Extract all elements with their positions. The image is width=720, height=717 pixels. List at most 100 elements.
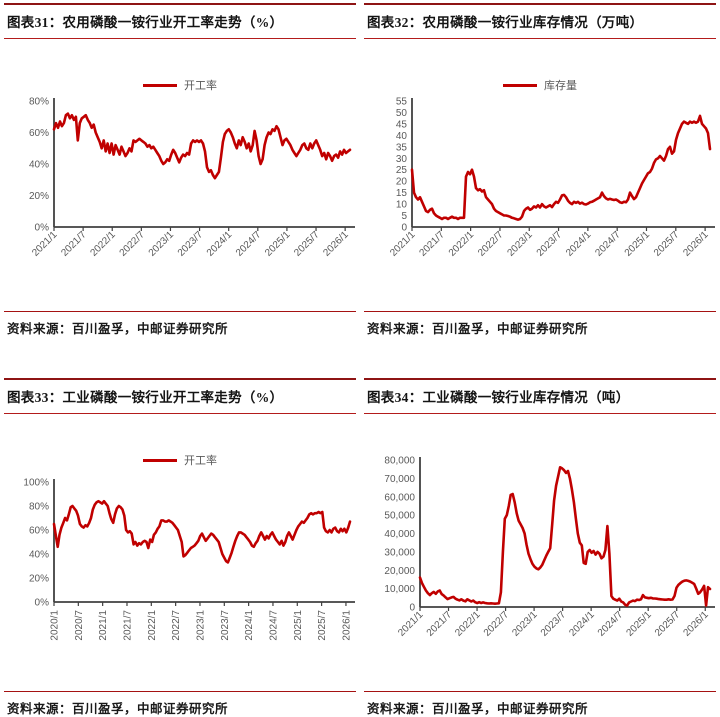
svg-text:10,000: 10,000 (384, 584, 415, 595)
figure-33-title: 图表33：工业磷酸一铵行业开工率走势（%） (7, 390, 284, 405)
figure-32-legend: 库存量 (364, 77, 716, 93)
figure-33-legend: 开工率 (4, 452, 356, 468)
svg-text:2024/1: 2024/1 (567, 609, 597, 639)
figure-32-title-cell: 图表32：农用磷酸一铵行业库存情况（万吨） (364, 3, 716, 39)
figure-31-source-cell: 资料来源：百川盈孚，中邮证券研究所 (4, 311, 356, 378)
figure-34-source: 资料来源：百川盈孚，中邮证券研究所 (367, 702, 589, 716)
svg-text:60,000: 60,000 (384, 492, 415, 503)
figure-title-row-bottom: 图表33：工业磷酸一铵行业开工率走势（%） 图表34：工业磷酸一铵行业库存情况（… (0, 378, 720, 414)
svg-text:2021/7: 2021/7 (59, 229, 89, 259)
svg-text:80,000: 80,000 (384, 456, 415, 467)
svg-text:35: 35 (396, 142, 408, 153)
figure-32-title: 图表32：农用磷酸一铵行业库存情况（万吨） (367, 15, 644, 30)
svg-text:20: 20 (396, 177, 408, 188)
figure-31-plot: 0%20%40%60%80%2021/1 2021/7 2022/1 2022/7 20… (29, 97, 355, 259)
legend-line-swatch (143, 83, 177, 87)
svg-text:2026/1: 2026/1 (321, 229, 351, 259)
svg-text:2021/7: 2021/7 (418, 229, 448, 259)
svg-text:55: 55 (396, 97, 408, 108)
svg-text:2023/1: 2023/1 (147, 229, 177, 259)
svg-text:40%: 40% (29, 550, 49, 561)
svg-text:50: 50 (396, 108, 408, 119)
svg-text:20,000: 20,000 (384, 566, 415, 577)
svg-text:2023/1: 2023/1 (510, 609, 540, 639)
svg-text:2025/1: 2025/1 (263, 229, 293, 259)
figure-33-source-cell: 资料来源：百川盈孚，中邮证券研究所 (4, 691, 356, 717)
svg-text:80%: 80% (29, 502, 49, 513)
svg-text:30,000: 30,000 (384, 547, 415, 558)
svg-text:2023/7: 2023/7 (539, 609, 569, 639)
svg-text:2025/1: 2025/1 (624, 609, 654, 639)
figure-33-source: 资料来源：百川盈孚，中邮证券研究所 (7, 702, 229, 716)
figure-32-source: 资料来源：百川盈孚，中邮证券研究所 (367, 322, 589, 336)
figure-34-plot: 0 10,000 20,000 30,000 40,000 50,000 60,000 70,… (384, 456, 715, 639)
svg-text:2024/1: 2024/1 (564, 229, 594, 259)
svg-text:0%: 0% (35, 223, 50, 234)
svg-text:2023/1: 2023/1 (195, 610, 206, 641)
figure-33-plot: 0% 20% 40% 60% 80% 100% 2020/1 2020/7 2021/1 2021… (23, 478, 355, 641)
svg-text:2026/1: 2026/1 (341, 610, 352, 641)
svg-text:2021/7: 2021/7 (425, 609, 455, 639)
svg-text:40%: 40% (29, 160, 49, 171)
figure-32-chart: 库存量 0 5 10 15 20 25 30 35 40 45 50 55 2021/1 2021/7 20… (364, 39, 716, 269)
figure-34-title-cell: 图表34：工业磷酸一铵行业库存情况（吨） (364, 378, 716, 414)
legend-line-swatch (503, 83, 537, 87)
svg-text:30: 30 (396, 154, 408, 165)
svg-text:60%: 60% (29, 526, 49, 537)
figure-34-title: 图表34：工业磷酸一铵行业库存情况（吨） (367, 390, 630, 405)
svg-text:2023/7: 2023/7 (176, 229, 206, 259)
figure-31-legend: 开工率 (4, 77, 356, 93)
svg-text:50,000: 50,000 (384, 511, 415, 522)
svg-text:0%: 0% (35, 598, 50, 609)
svg-text:2021/1: 2021/1 (98, 610, 109, 641)
svg-text:2024/1: 2024/1 (244, 610, 255, 641)
source-row-bottom: 资料来源：百川盈孚，中邮证券研究所 资料来源：百川盈孚，中邮证券研究所 (0, 691, 720, 717)
figure-34-source-cell: 资料来源：百川盈孚，中邮证券研究所 (364, 691, 716, 717)
figure-32-source-cell: 资料来源：百川盈孚，中邮证券研究所 (364, 311, 716, 378)
legend-label: 开工率 (184, 455, 217, 467)
svg-text:2024/1: 2024/1 (205, 229, 235, 259)
svg-text:2022/1: 2022/1 (453, 609, 483, 639)
svg-text:10: 10 (396, 200, 408, 211)
figure-31-title: 图表31：农用磷酸一铵行业开工率走势（%） (7, 15, 284, 30)
svg-text:2022/7: 2022/7 (476, 229, 506, 259)
svg-text:2022/1: 2022/1 (147, 610, 158, 641)
svg-text:2022/1: 2022/1 (88, 229, 118, 259)
figure-33-title-cell: 图表33：工业磷酸一铵行业开工率走势（%） (4, 378, 356, 414)
svg-text:45: 45 (396, 119, 408, 130)
svg-text:2025/7: 2025/7 (292, 229, 322, 259)
svg-text:60%: 60% (29, 128, 49, 139)
svg-text:2024/7: 2024/7 (234, 229, 264, 259)
figure-title-row-top: 图表31：农用磷酸一铵行业开工率走势（%） 图表32：农用磷酸一铵行业库存情况（… (0, 3, 720, 39)
charts-row-top: 开工率 0% 20% 40% 60% 80% 2021/1 2021/7 2022/1 2022… (0, 39, 720, 311)
svg-text:2023/7: 2023/7 (220, 610, 231, 641)
svg-text:2022/1: 2022/1 (447, 229, 477, 259)
svg-text:15: 15 (396, 188, 408, 199)
svg-text:0: 0 (401, 223, 407, 234)
svg-text:40: 40 (396, 131, 408, 142)
svg-text:25: 25 (396, 165, 408, 176)
svg-text:2023/1: 2023/1 (505, 229, 535, 259)
svg-text:2024/7: 2024/7 (596, 609, 626, 639)
legend-line-swatch (143, 458, 177, 462)
legend-label: 库存量 (544, 80, 577, 92)
svg-text:20%: 20% (29, 191, 49, 202)
figure-33-chart: 开工率 0% 20% 40% 60% 80% 100% 2020/1 2020/7 2021/1… (4, 414, 356, 654)
svg-text:80%: 80% (29, 97, 49, 108)
svg-text:2024/7: 2024/7 (593, 229, 623, 259)
svg-text:5: 5 (401, 211, 407, 222)
svg-text:2020/7: 2020/7 (74, 610, 85, 641)
svg-text:2022/7: 2022/7 (118, 229, 148, 259)
svg-text:2025/1: 2025/1 (623, 229, 653, 259)
svg-text:2022/7: 2022/7 (171, 610, 182, 641)
svg-text:0: 0 (409, 603, 415, 614)
figure-31-source: 资料来源：百川盈孚，中邮证券研究所 (7, 322, 229, 336)
svg-text:2021/7: 2021/7 (122, 610, 133, 641)
svg-text:40,000: 40,000 (384, 529, 415, 540)
svg-text:2025/7: 2025/7 (653, 609, 683, 639)
source-row-top: 资料来源：百川盈孚，中邮证券研究所 资料来源：百川盈孚，中邮证券研究所 (0, 311, 720, 378)
figure-31-title-cell: 图表31：农用磷酸一铵行业开工率走势（%） (4, 3, 356, 39)
figure-34-chart: 0 10,000 20,000 30,000 40,000 50,000 60,000 70,… (364, 414, 716, 652)
